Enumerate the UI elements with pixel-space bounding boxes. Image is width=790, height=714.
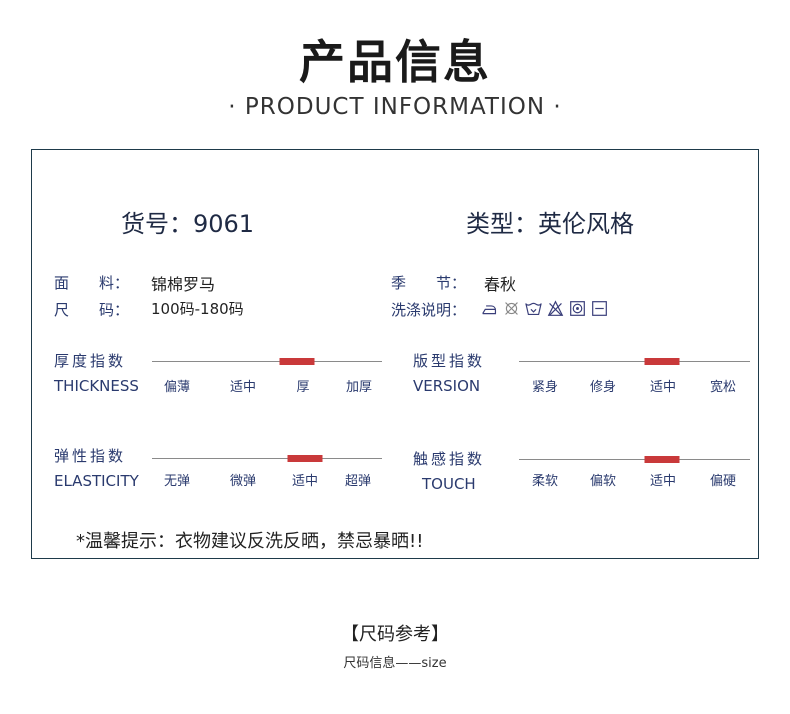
version-option: 修身 <box>589 380 617 395</box>
size-value: 100码-180码 <box>151 300 244 318</box>
version-scale-line <box>519 361 750 362</box>
version-option: 紧身 <box>531 380 559 395</box>
sku: 货号：9061 <box>121 210 255 238</box>
thickness-level-marker <box>279 358 315 365</box>
thickness-option: 适中 <box>229 380 257 395</box>
elasticity-scale-line <box>152 458 382 459</box>
fabric-label: 面 料： <box>54 274 130 292</box>
thickness-option: 偏薄 <box>163 380 191 395</box>
touch-option: 适中 <box>649 474 677 489</box>
touch-option: 柔软 <box>531 474 559 489</box>
elasticity-option: 无弹 <box>163 474 191 489</box>
tumble-dry-icon <box>570 301 585 316</box>
version-label-en: VERSION <box>413 377 481 395</box>
elasticity-level-marker <box>287 455 323 462</box>
touch-scale-line <box>519 459 750 460</box>
thickness-option: 厚 <box>296 380 310 395</box>
style-type: 类型：英伦风格 <box>466 210 634 238</box>
iron-icon <box>482 305 497 315</box>
wash-icons <box>481 300 608 317</box>
elasticity-label-en: ELASTICITY <box>54 472 139 490</box>
thickness-scale-line <box>152 361 382 362</box>
version-level-marker <box>644 358 680 365</box>
size-label: 尺 码： <box>54 301 130 319</box>
page-subtitle: · PRODUCT INFORMATION · <box>228 94 562 120</box>
elasticity-label-cn: 弹性指数 <box>54 447 127 465</box>
touch-option: 偏软 <box>589 474 617 489</box>
size-section-title: 【尺码参考】 <box>341 624 449 645</box>
hand-wash-icon <box>525 302 542 316</box>
size-section-subtitle: 尺码信息——size <box>343 656 447 671</box>
version-option: 适中 <box>649 380 677 395</box>
touch-level-marker <box>644 456 680 463</box>
elasticity-option: 超弹 <box>344 474 372 489</box>
no-wash-icon <box>505 302 518 315</box>
touch-label-en: TOUCH <box>422 475 476 493</box>
elasticity-option: 微弹 <box>229 474 257 489</box>
elasticity-option: 适中 <box>291 474 319 489</box>
version-option: 宽松 <box>709 380 737 395</box>
wash-label: 洗涤说明： <box>391 301 467 319</box>
touch-label-cn: 触感指数 <box>413 450 486 468</box>
touch-option: 偏硬 <box>709 474 737 489</box>
season-value: 春秋 <box>484 275 517 294</box>
version-label-cn: 版型指数 <box>413 352 486 370</box>
page-title: 产品信息 <box>299 35 491 89</box>
flat-dry-icon <box>592 301 607 316</box>
season-label: 季 节： <box>391 274 467 292</box>
product-info-box <box>31 149 759 559</box>
care-tip: *温馨提示：衣物建议反洗反晒，禁忌暴晒!! <box>76 531 424 552</box>
thickness-option: 加厚 <box>345 380 373 395</box>
thickness-label-en: THICKNESS <box>54 377 139 395</box>
fabric-value: 锦棉罗马 <box>151 275 216 294</box>
no-bleach-icon <box>547 300 564 316</box>
thickness-label-cn: 厚度指数 <box>54 352 127 370</box>
